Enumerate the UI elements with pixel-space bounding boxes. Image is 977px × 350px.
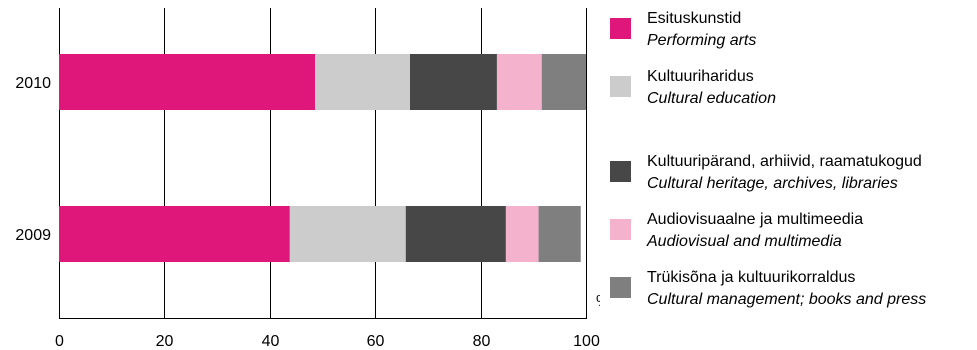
legend-swatch: [610, 76, 631, 97]
legend-label-et: Audiovisuaalne ja multimeedia: [647, 211, 864, 228]
legend-label-en: Performing arts: [647, 32, 757, 49]
bar-segment: [59, 206, 290, 262]
legend-item-cultural-management: Trükisõna ja kultuurikorraldus Cultural …: [610, 267, 977, 319]
x-axis-unit: %: [596, 293, 600, 310]
legend-swatch: [610, 18, 631, 39]
x-tick-label: 20: [156, 333, 174, 350]
bars: [59, 54, 586, 262]
bar-segment: [538, 206, 581, 262]
axes: 0 20 40 60 80 100 2010 2009: [15, 75, 600, 350]
legend-label-en: Cultural education: [647, 90, 776, 107]
bar-segment: [405, 206, 506, 262]
x-tick-label: 0: [55, 333, 64, 350]
bar-segment: [289, 206, 406, 262]
y-category-label: 2010: [15, 75, 51, 92]
legend-label-en: Cultural heritage, archives, libraries: [647, 175, 898, 192]
x-tick-label: 100: [573, 333, 600, 350]
legend-item-cultural-heritage: Kultuuripärand, arhiivid, raamatukogud C…: [610, 151, 977, 203]
x-tick-label: 80: [473, 333, 491, 350]
x-tick-label: 40: [262, 333, 280, 350]
legend-label-et: Esituskunstid: [647, 10, 742, 27]
legend-swatch: [610, 277, 631, 298]
bar-segment: [496, 54, 542, 110]
legend-item-cultural-education: Kultuuriharidus Cultural education: [610, 66, 977, 118]
legend-label-en: Cultural management; books and press: [647, 291, 927, 308]
legend-label-et: Trükisõna ja kultuurikorraldus: [647, 269, 856, 286]
legend-label-en: Audiovisual and multimedia: [647, 233, 842, 250]
legend-item-performing-arts: Esituskunstid Performing arts: [610, 8, 977, 60]
bar-segment: [315, 54, 410, 110]
bar-segment: [505, 206, 539, 262]
y-category-label: 2009: [15, 227, 51, 244]
bar-segment: [541, 54, 586, 110]
legend-swatch: [610, 219, 631, 240]
bar-segment: [59, 54, 316, 110]
legend-swatch: [610, 161, 631, 182]
legend-item-audiovisual: Audiovisuaalne ja multimeedia Audiovisua…: [610, 209, 977, 261]
legend-label-et: Kultuuriharidus: [647, 68, 754, 85]
bar-chart: 0 20 40 60 80 100 2010 2009 %: [15, 8, 600, 350]
x-tick-label: 60: [367, 333, 385, 350]
legend-label-et: Kultuuripärand, arhiivid, raamatukogud: [647, 153, 922, 170]
bar-segment: [409, 54, 497, 110]
